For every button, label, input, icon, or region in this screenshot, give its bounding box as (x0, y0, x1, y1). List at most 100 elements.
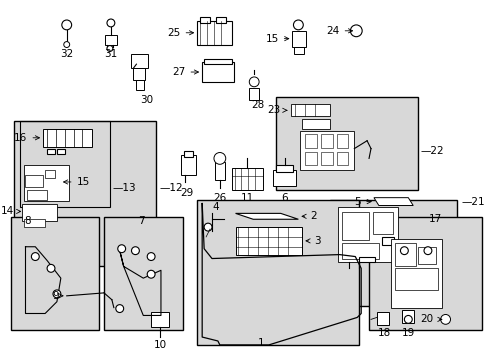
Bar (402, 310, 413, 323)
Bar (180, 156, 196, 175)
Circle shape (131, 247, 139, 255)
Bar (231, 168, 263, 190)
Bar (57, 149, 64, 154)
Bar (105, 35, 117, 45)
Bar (197, 200, 359, 345)
Circle shape (107, 19, 115, 27)
Text: 24: 24 (325, 26, 352, 36)
Bar (203, 59, 231, 64)
Circle shape (147, 270, 155, 278)
Bar (376, 311, 388, 325)
Bar (305, 134, 316, 148)
Text: 2: 2 (302, 211, 316, 221)
Bar (20, 121, 110, 207)
Bar (372, 212, 392, 234)
Text: 15: 15 (63, 177, 90, 187)
Circle shape (400, 247, 407, 255)
Text: 18: 18 (377, 328, 390, 338)
Text: 26: 26 (213, 193, 226, 203)
Bar (200, 17, 210, 23)
Bar (43, 129, 92, 147)
Bar (394, 268, 437, 290)
Text: 5: 5 (354, 197, 370, 207)
Bar (305, 152, 316, 165)
Circle shape (404, 315, 411, 323)
Bar (215, 162, 224, 180)
Bar (25, 175, 43, 187)
Bar (11, 217, 99, 330)
Bar (300, 131, 354, 170)
Text: 19: 19 (401, 328, 414, 338)
Bar (27, 190, 47, 200)
Bar (275, 96, 417, 190)
Bar (197, 21, 231, 45)
Bar (341, 212, 368, 240)
Bar (341, 243, 378, 258)
Bar (336, 134, 348, 148)
Bar (337, 207, 398, 262)
Text: 8: 8 (24, 216, 31, 226)
Bar (21, 203, 57, 221)
Circle shape (249, 77, 259, 87)
Circle shape (214, 153, 225, 164)
Bar (47, 149, 55, 154)
Bar (336, 152, 348, 165)
Circle shape (423, 247, 431, 255)
Circle shape (61, 20, 71, 30)
Bar (23, 165, 68, 201)
Circle shape (147, 253, 155, 261)
Circle shape (53, 290, 61, 298)
Circle shape (116, 305, 123, 312)
Circle shape (63, 42, 69, 48)
Text: 3: 3 (305, 236, 320, 246)
Bar (249, 88, 259, 99)
Bar (390, 239, 441, 307)
Bar (216, 17, 225, 23)
Bar (381, 237, 393, 245)
Text: 32: 32 (60, 49, 73, 59)
Bar (151, 311, 168, 327)
Text: 31: 31 (104, 49, 117, 59)
Text: —12: —12 (160, 183, 183, 193)
Bar (292, 31, 305, 46)
Text: 10: 10 (153, 340, 166, 350)
Bar (329, 200, 456, 306)
Text: 14: 14 (0, 206, 20, 216)
Circle shape (293, 20, 303, 30)
Bar (183, 150, 193, 157)
Text: 20: 20 (420, 314, 441, 324)
Bar (302, 119, 329, 129)
Bar (202, 62, 233, 82)
Text: 27: 27 (172, 67, 198, 77)
Text: 9: 9 (52, 291, 59, 301)
Bar (290, 104, 329, 116)
Text: —22: —22 (419, 145, 443, 156)
Circle shape (350, 25, 362, 37)
Circle shape (440, 315, 449, 324)
Text: 6: 6 (281, 193, 287, 203)
Text: 23: 23 (267, 105, 286, 115)
Bar (272, 170, 296, 186)
Text: 28: 28 (251, 100, 264, 111)
Bar (130, 54, 148, 68)
Circle shape (203, 223, 212, 231)
Bar (133, 68, 145, 80)
Bar (23, 219, 45, 227)
Text: 15: 15 (265, 33, 288, 44)
Text: 7: 7 (138, 216, 144, 226)
Text: 29: 29 (180, 188, 193, 198)
Bar (275, 165, 293, 172)
Bar (394, 243, 415, 266)
Text: 4: 4 (212, 202, 219, 212)
Circle shape (31, 253, 39, 261)
Bar (14, 121, 156, 266)
Text: 16: 16 (14, 133, 40, 143)
Circle shape (107, 45, 113, 51)
Bar (235, 227, 302, 255)
Text: —13: —13 (113, 183, 136, 193)
Circle shape (118, 245, 125, 253)
Bar (136, 80, 144, 90)
Text: 25: 25 (167, 28, 193, 38)
Bar (417, 247, 435, 264)
Text: —21: —21 (460, 197, 484, 207)
